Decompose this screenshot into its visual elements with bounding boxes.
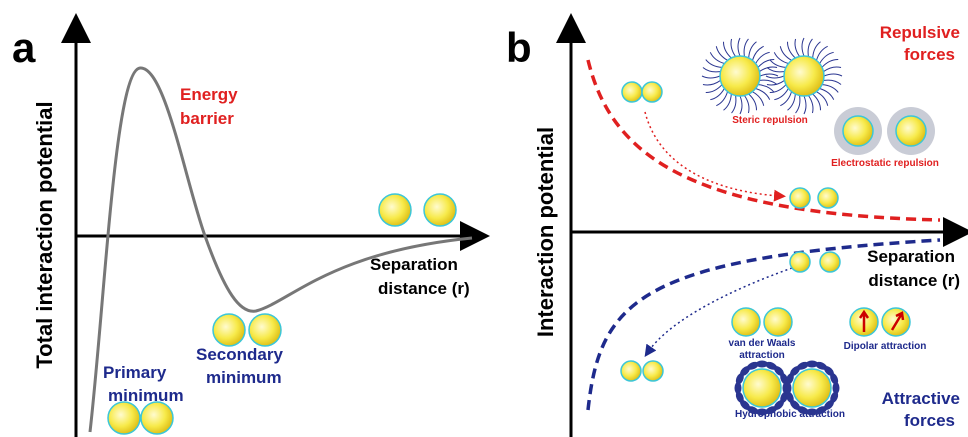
polymer-brush (816, 46, 827, 60)
polymer-brush (802, 38, 804, 56)
panel-letter: a (12, 24, 36, 71)
polymer-brush (706, 85, 722, 93)
polymer-brush (716, 46, 727, 60)
polymer-brush (740, 96, 742, 114)
particle (843, 116, 873, 146)
polymer-brush (759, 80, 777, 84)
polymer-brush (756, 88, 770, 99)
figure: a Total interaction potential Energybarr… (0, 0, 968, 437)
particle (643, 361, 663, 381)
polymer-brush (758, 60, 774, 68)
polymer-brush (731, 39, 736, 57)
dipolar-label: Dipolar attraction (844, 341, 927, 352)
polymer-brush (703, 80, 721, 85)
polymer-brush (724, 94, 732, 110)
particle (793, 369, 831, 407)
polymer-brush (716, 92, 727, 106)
polymer-brush (780, 92, 791, 106)
polymer-brush (808, 39, 812, 57)
polymer-brush (823, 80, 841, 84)
polymer-brush (804, 96, 806, 114)
polymer-brush (710, 88, 724, 99)
repulsive-curve (588, 60, 940, 220)
polymer-brush (749, 42, 757, 58)
polymer-brush (738, 38, 740, 56)
polymer-brush (744, 95, 749, 113)
polymer-brush (820, 52, 834, 63)
polymer-brush (770, 60, 786, 68)
electrostatic-label: Electrostatic repulsion (831, 158, 939, 169)
polymer-brush (824, 74, 842, 76)
polymer-brush (774, 52, 788, 63)
polymer-brush (816, 92, 827, 106)
particle (621, 361, 641, 381)
polymer-brush (749, 94, 757, 110)
particle (896, 116, 926, 146)
polymer-brush (823, 67, 841, 72)
particle (818, 188, 838, 208)
particle (820, 252, 840, 272)
polymer-brush (706, 60, 722, 68)
particle (784, 56, 824, 96)
polymer-brush (822, 60, 838, 68)
polymer-brush (752, 46, 763, 60)
polymer-brush (788, 42, 796, 58)
panel-letter: b (506, 24, 532, 71)
polymer-brush (744, 39, 748, 57)
polymer-brush (710, 52, 724, 63)
particle (141, 402, 173, 434)
polymer-brush (820, 88, 834, 99)
particle (213, 314, 245, 346)
polymer-brush (724, 42, 732, 58)
polymer-brush (702, 76, 720, 78)
polymer-brush (760, 74, 778, 76)
polymer-brush (813, 94, 821, 110)
polymer-brush (822, 85, 838, 93)
particle (732, 308, 760, 336)
polymer-brush (732, 95, 736, 113)
polymer-brush (808, 95, 813, 113)
y-axis-label: Interaction potential (533, 127, 558, 337)
particle (379, 194, 411, 226)
polymer-brush (795, 39, 800, 57)
particle (790, 188, 810, 208)
polymer-brush (703, 68, 721, 72)
polymer-brush (813, 42, 821, 58)
polymer-brush (788, 94, 796, 110)
polymer-brush (770, 85, 786, 93)
steric-label: Steric repulsion (732, 115, 808, 126)
particle (764, 308, 792, 336)
polymer-brush (780, 46, 791, 60)
particle (720, 56, 760, 96)
particle (108, 402, 140, 434)
particle (622, 82, 642, 102)
particle (642, 82, 662, 102)
particle (249, 314, 281, 346)
polymer-brush (766, 76, 784, 78)
polymer-brush (756, 52, 770, 63)
polymer-brush (796, 95, 800, 113)
particle (790, 252, 810, 272)
y-axis-label: Total interaction potential (32, 101, 57, 368)
polymer-brush (774, 88, 788, 99)
particle (743, 369, 781, 407)
polymer-brush (767, 68, 785, 72)
polymer-brush (758, 85, 774, 93)
polymer-brush (752, 92, 763, 106)
particle (424, 194, 456, 226)
